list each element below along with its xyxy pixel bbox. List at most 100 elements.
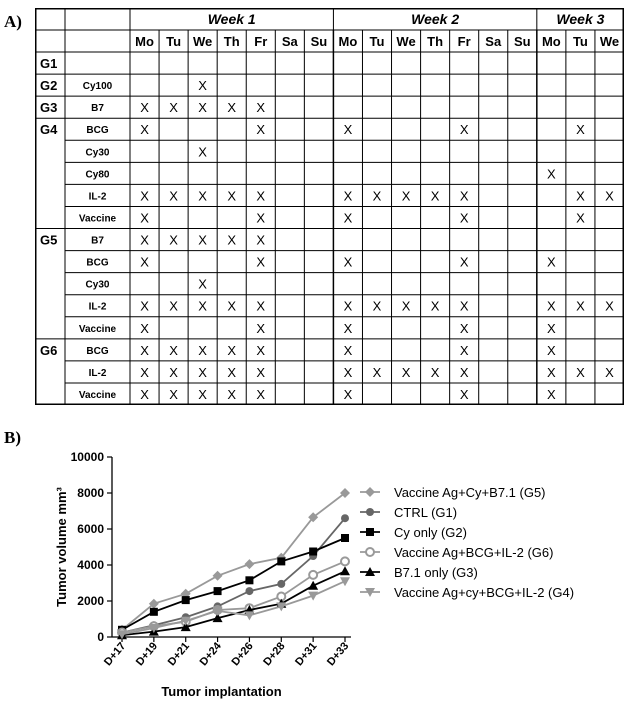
treatment-mark: X: [140, 387, 149, 402]
x-axis-label: Tumor implantation: [161, 684, 281, 699]
table-border: [35, 8, 624, 405]
y-tick-label: 0: [97, 630, 104, 644]
day-header: Tu: [166, 34, 181, 49]
treatment-mark: X: [547, 321, 556, 336]
treatment-mark: X: [605, 365, 614, 380]
treatment-mark: X: [576, 188, 585, 203]
agent-label: IL-2: [89, 302, 107, 313]
treatment-mark: X: [547, 255, 556, 270]
week-header: Week 3: [556, 11, 604, 27]
treatment-mark: X: [140, 188, 149, 203]
treatment-mark: X: [344, 299, 353, 314]
treatment-mark: X: [227, 365, 236, 380]
day-header: Tu: [573, 34, 588, 49]
legend-label: Vaccine Ag+BCG+IL-2 (G6): [394, 545, 553, 560]
series-1-line: [121, 492, 346, 631]
treatment-mark: X: [460, 122, 469, 137]
series-4-line: [121, 560, 346, 634]
treatment-mark: X: [140, 299, 149, 314]
day-header: Fr: [254, 34, 267, 49]
series-3-point: [277, 557, 286, 566]
treatment-mark: X: [198, 365, 207, 380]
series-6-point: [244, 611, 255, 621]
day-header: We: [193, 34, 212, 49]
series-6-point: [340, 577, 350, 587]
x-tick-label: D+33: [325, 640, 351, 668]
treatment-mark: X: [605, 299, 614, 314]
series-3-point: [181, 596, 190, 605]
day-header: Mo: [135, 34, 154, 49]
treatment-mark: X: [547, 365, 556, 380]
treatment-mark: X: [460, 387, 469, 402]
treatment-mark: X: [460, 255, 469, 270]
series-2-line: [121, 517, 346, 634]
treatment-mark: X: [198, 144, 207, 159]
agent-label: B7: [91, 103, 104, 114]
treatment-mark: X: [460, 188, 469, 203]
group-label: G4: [40, 122, 58, 137]
agent-label: IL-2: [89, 368, 107, 379]
treatment-mark: X: [431, 188, 440, 203]
day-header: Su: [514, 34, 531, 49]
series-6-line: [121, 580, 346, 636]
treatment-mark: X: [344, 343, 353, 358]
series-2-point: [277, 579, 286, 588]
treatment-mark: X: [373, 365, 382, 380]
series-3-point: [213, 587, 222, 596]
y-tick-label: 10000: [71, 450, 105, 464]
series-4-point: [340, 556, 350, 567]
agent-label: Cy30: [86, 280, 110, 291]
legend-marker: [365, 547, 375, 557]
treatment-mark: X: [344, 387, 353, 402]
group-label: G5: [40, 233, 57, 248]
series-3-point: [341, 534, 349, 542]
treatment-mark: X: [198, 343, 207, 358]
x-tick-label: D+19: [134, 640, 160, 668]
series-6-point: [148, 624, 159, 633]
agent-label: B7: [91, 236, 104, 247]
y-tick-label: 6000: [77, 522, 104, 536]
series-6-point: [117, 630, 127, 640]
treatment-mark: X: [576, 365, 585, 380]
treatment-mark: X: [198, 299, 207, 314]
treatment-mark: X: [256, 299, 265, 314]
treatment-mark: X: [256, 321, 265, 336]
treatment-mark: X: [256, 387, 265, 402]
treatment-mark: X: [227, 343, 236, 358]
treatment-mark: X: [460, 210, 469, 225]
legend-marker: [365, 487, 375, 497]
treatment-mark: X: [256, 122, 265, 137]
treatment-mark: X: [344, 321, 353, 336]
treatment-mark: X: [431, 365, 440, 380]
treatment-mark: X: [547, 166, 556, 181]
x-tick-label: D+24: [198, 640, 225, 669]
group-label: G2: [40, 78, 57, 93]
day-header: Fr: [458, 34, 471, 49]
treatment-mark: X: [344, 365, 353, 380]
legend-marker: [366, 528, 374, 536]
treatment-mark: X: [169, 365, 178, 380]
treatment-mark: X: [460, 365, 469, 380]
treatment-mark: X: [169, 343, 178, 358]
treatment-mark: X: [431, 299, 440, 314]
treatment-mark: X: [169, 100, 178, 115]
series-1-point: [212, 570, 223, 581]
series-2-point: [341, 514, 349, 523]
treatment-mark: X: [198, 78, 207, 93]
treatment-mark: X: [198, 387, 207, 402]
panel-a-label: A): [4, 12, 22, 31]
legend-marker: [366, 508, 374, 516]
treatment-mark: X: [576, 210, 585, 225]
y-tick-label: 2000: [77, 594, 104, 608]
treatment-mark: X: [344, 188, 353, 203]
treatment-mark: X: [169, 299, 178, 314]
legend-label: Vaccine Ag+Cy+B7.1 (G5): [394, 485, 546, 500]
series-4-point: [308, 569, 319, 580]
series-3-point: [245, 576, 254, 585]
treatment-mark: X: [256, 255, 265, 270]
group-label: G6: [40, 343, 57, 358]
series-6-point: [308, 591, 319, 601]
series-5-point: [340, 566, 350, 576]
series-1-point: [340, 488, 350, 498]
day-header: Sa: [485, 34, 502, 49]
